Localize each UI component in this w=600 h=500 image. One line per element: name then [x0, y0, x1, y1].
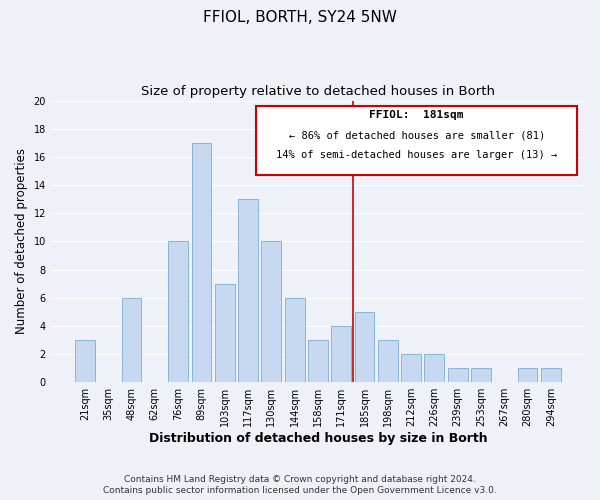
- Bar: [541, 368, 561, 382]
- Bar: [168, 242, 188, 382]
- Title: Size of property relative to detached houses in Borth: Size of property relative to detached ho…: [141, 85, 495, 98]
- Bar: [331, 326, 351, 382]
- Bar: [518, 368, 538, 382]
- Bar: [401, 354, 421, 382]
- Bar: [215, 284, 235, 382]
- Text: Contains HM Land Registry data © Crown copyright and database right 2024.: Contains HM Land Registry data © Crown c…: [124, 475, 476, 484]
- Bar: [355, 312, 374, 382]
- Bar: [262, 242, 281, 382]
- Bar: [448, 368, 467, 382]
- Bar: [238, 199, 258, 382]
- Bar: [471, 368, 491, 382]
- Bar: [378, 340, 398, 382]
- Text: Contains public sector information licensed under the Open Government Licence v3: Contains public sector information licen…: [103, 486, 497, 495]
- Bar: [424, 354, 444, 382]
- Bar: [285, 298, 305, 382]
- Y-axis label: Number of detached properties: Number of detached properties: [15, 148, 28, 334]
- Text: FFIOL, BORTH, SY24 5NW: FFIOL, BORTH, SY24 5NW: [203, 10, 397, 25]
- Bar: [191, 143, 211, 382]
- Text: 14% of semi-detached houses are larger (13) →: 14% of semi-detached houses are larger (…: [276, 150, 557, 160]
- Bar: [308, 340, 328, 382]
- FancyBboxPatch shape: [256, 106, 577, 175]
- Bar: [75, 340, 95, 382]
- Bar: [122, 298, 142, 382]
- Text: FFIOL:  181sqm: FFIOL: 181sqm: [370, 110, 464, 120]
- Text: ← 86% of detached houses are smaller (81): ← 86% of detached houses are smaller (81…: [289, 130, 545, 140]
- X-axis label: Distribution of detached houses by size in Borth: Distribution of detached houses by size …: [149, 432, 487, 445]
